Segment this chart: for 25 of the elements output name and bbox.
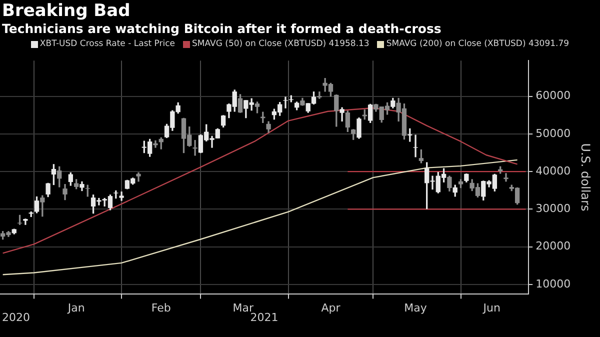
candlestick	[192, 140, 198, 156]
y-axis-title: U.S. dollars	[578, 143, 593, 212]
chart-title: Breaking Bad	[1, 0, 132, 21]
y-tick-label: 60000	[536, 89, 571, 102]
x-tick-label: May	[404, 301, 428, 314]
candlestick	[504, 173, 508, 182]
y-tick-label: 20000	[536, 240, 571, 253]
x-tick-label: Jan	[66, 301, 85, 314]
candlestick	[413, 134, 418, 158]
text: 2020	[2, 311, 30, 324]
chart-subtitle: Technicians are watching Bitcoin after it formed a death-cross	[1, 21, 442, 37]
legend-label: SMAVG (200) on Close (XBTUSD) 43091.79	[386, 39, 570, 49]
candlestick	[153, 140, 158, 148]
candlestick	[317, 91, 322, 99]
y-tick-label: 10000	[536, 277, 571, 290]
candlestick	[283, 96, 288, 108]
y-tick-label: 30000	[536, 202, 571, 216]
legend-label: SMAVG (50) on Close (XBTUSD) 41958.13	[192, 39, 370, 49]
candlestick	[119, 192, 124, 201]
x-tick-label: Jun	[482, 301, 500, 314]
x-tick-label: Apr	[321, 301, 341, 314]
y-tick-label: 40000	[536, 164, 571, 178]
x-tick-label: Feb	[151, 301, 171, 314]
legend-label: XBT-USD Cross Rate - Last Price	[40, 39, 176, 49]
y-tick-label: 50000	[536, 126, 571, 140]
